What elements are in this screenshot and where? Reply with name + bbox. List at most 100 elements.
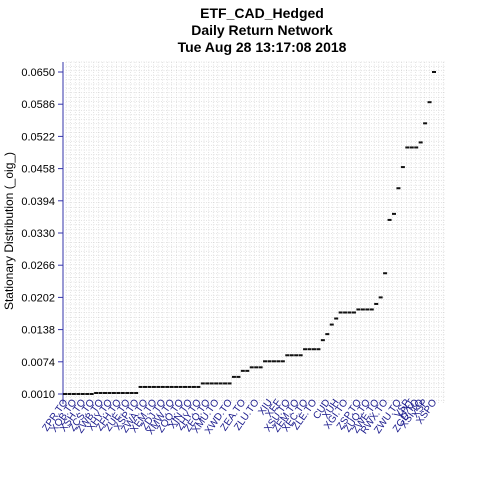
y-tick-label: 0.0458 bbox=[21, 164, 55, 176]
data-point bbox=[125, 391, 130, 394]
data-point bbox=[387, 218, 392, 221]
data-point bbox=[134, 391, 139, 394]
data-point bbox=[343, 311, 348, 314]
data-point bbox=[120, 391, 125, 394]
data-point bbox=[303, 348, 308, 351]
data-point bbox=[218, 382, 223, 385]
data-point bbox=[432, 71, 436, 73]
data-point bbox=[129, 391, 134, 394]
data-point bbox=[338, 311, 343, 314]
data-point bbox=[280, 360, 285, 363]
data-point bbox=[85, 393, 90, 395]
data-point bbox=[147, 385, 152, 388]
data-point bbox=[347, 311, 352, 314]
data-point bbox=[267, 360, 272, 363]
data-point bbox=[414, 146, 419, 149]
data-point bbox=[423, 122, 428, 125]
y-tick-label: 0.0010 bbox=[21, 389, 55, 401]
data-point bbox=[320, 339, 325, 342]
data-point bbox=[356, 308, 361, 311]
chart-subtitle-timestamp: Tue Aug 28 13:17:08 2018 bbox=[178, 39, 347, 55]
data-point bbox=[80, 393, 85, 395]
data-point bbox=[271, 360, 276, 363]
data-point bbox=[374, 302, 379, 305]
data-point bbox=[316, 348, 321, 351]
data-point bbox=[334, 317, 339, 320]
data-point bbox=[360, 308, 365, 311]
data-point bbox=[325, 333, 330, 336]
data-point bbox=[200, 382, 205, 385]
data-point bbox=[365, 308, 370, 311]
data-point bbox=[405, 146, 410, 149]
y-axis-label: Stationary Distribution (_oig_) bbox=[2, 152, 16, 310]
data-point bbox=[240, 369, 245, 372]
chart-title: ETF_CAD_Hedged bbox=[200, 5, 324, 21]
y-tick-label: 0.0586 bbox=[21, 99, 55, 111]
data-point bbox=[307, 348, 312, 351]
chart-subtitle-network: Daily Return Network bbox=[191, 22, 333, 38]
data-point bbox=[107, 391, 112, 394]
data-point bbox=[111, 391, 116, 394]
data-point bbox=[236, 375, 241, 378]
data-point bbox=[427, 101, 432, 104]
data-point bbox=[298, 354, 303, 357]
data-point bbox=[191, 385, 196, 388]
data-point bbox=[67, 393, 72, 395]
data-point bbox=[223, 382, 228, 385]
data-point bbox=[258, 366, 263, 369]
data-point bbox=[231, 375, 236, 378]
data-point bbox=[285, 354, 290, 357]
data-point bbox=[418, 141, 423, 144]
data-point bbox=[89, 393, 94, 395]
data-point bbox=[103, 391, 108, 394]
data-point bbox=[98, 391, 103, 394]
data-point bbox=[351, 311, 356, 314]
data-point bbox=[187, 385, 192, 388]
x-axis-labels: ZPR.TOXQB.TOXSH.TOZCS.TOZWB.TOXHY.TOZFH.… bbox=[41, 397, 440, 437]
data-point bbox=[409, 146, 414, 149]
data-point bbox=[160, 385, 165, 388]
data-point bbox=[205, 382, 210, 385]
data-point bbox=[174, 385, 179, 388]
y-tick-label: 0.0202 bbox=[21, 292, 55, 304]
data-point bbox=[329, 323, 334, 326]
data-point bbox=[391, 212, 396, 215]
data-point bbox=[245, 369, 250, 372]
y-tick-label: 0.0138 bbox=[21, 325, 55, 337]
data-point bbox=[276, 360, 281, 363]
data-points bbox=[63, 71, 436, 395]
plot-grid bbox=[65, 61, 446, 404]
data-point bbox=[383, 272, 388, 275]
data-point bbox=[169, 385, 174, 388]
y-tick-label: 0.0330 bbox=[21, 228, 55, 240]
data-point bbox=[396, 187, 401, 190]
data-point bbox=[94, 391, 99, 394]
data-point bbox=[143, 385, 148, 388]
data-point bbox=[294, 354, 299, 357]
data-point bbox=[289, 354, 294, 357]
y-tick-label: 0.0650 bbox=[21, 67, 55, 79]
data-point bbox=[116, 391, 121, 394]
data-point bbox=[196, 385, 201, 388]
data-point bbox=[178, 385, 183, 388]
data-point bbox=[183, 385, 188, 388]
data-point bbox=[369, 308, 374, 311]
data-point bbox=[209, 382, 214, 385]
y-tick-label: 0.0394 bbox=[21, 196, 55, 208]
data-point bbox=[400, 166, 405, 169]
data-point bbox=[138, 385, 143, 388]
data-point bbox=[263, 360, 268, 363]
data-point bbox=[249, 366, 254, 369]
data-point bbox=[378, 296, 383, 299]
data-point bbox=[156, 385, 161, 388]
data-point bbox=[254, 366, 259, 369]
y-axis-ticks: 0.0650 0.0586 0.0522 0.0458 0.0394 0.0330 0.02… bbox=[21, 67, 63, 401]
data-point bbox=[165, 385, 170, 388]
data-point bbox=[311, 348, 316, 351]
data-point bbox=[227, 382, 232, 385]
data-point bbox=[71, 393, 76, 395]
data-point bbox=[151, 385, 156, 388]
data-point bbox=[63, 393, 67, 395]
y-tick-label: 0.0074 bbox=[21, 357, 55, 369]
